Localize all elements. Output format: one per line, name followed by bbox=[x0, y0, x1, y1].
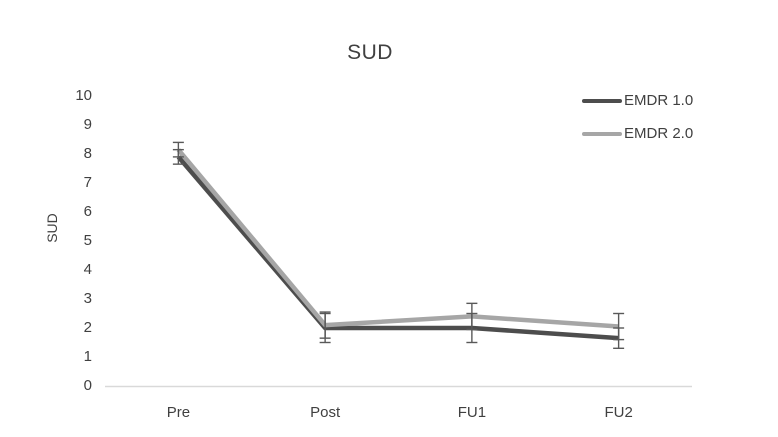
y-tick-label: 0 bbox=[83, 377, 92, 394]
y-tick-label: 9 bbox=[83, 116, 92, 133]
y-tick-label: 2 bbox=[83, 319, 92, 336]
legend-label: EMDR 2.0 bbox=[624, 125, 694, 142]
x-category-label: Pre bbox=[166, 404, 191, 421]
chart-title: SUD bbox=[347, 41, 393, 64]
series-line-emdr-2-0 bbox=[176, 148, 619, 329]
legend-line-swatch-emdr-2 bbox=[582, 131, 622, 136]
legend-item-emdr-2: EMDR 2.0 bbox=[582, 125, 693, 142]
x-category-label: Post bbox=[310, 404, 341, 421]
y-tick-label: 8 bbox=[83, 145, 92, 162]
legend-line-swatch-emdr-1 bbox=[582, 98, 622, 103]
y-tick-label: 4 bbox=[83, 261, 92, 278]
legend-item-emdr-1: EMDR 1.0 bbox=[582, 92, 693, 109]
y-tick-label: 7 bbox=[83, 174, 92, 191]
x-category-label: FU1 bbox=[457, 404, 487, 421]
series-line-emdr-1-0 bbox=[176, 155, 619, 341]
legend: EMDR 1.0 EMDR 2.0 bbox=[582, 92, 693, 158]
y-tick-label: 10 bbox=[75, 87, 92, 104]
y-tick-label: 5 bbox=[83, 232, 92, 249]
y-tick-label: 3 bbox=[83, 290, 92, 307]
y-tick-label: 1 bbox=[83, 348, 92, 365]
x-category-label: FU2 bbox=[604, 404, 633, 421]
y-tick-label: 6 bbox=[83, 203, 92, 220]
legend-label: EMDR 1.0 bbox=[624, 92, 694, 109]
